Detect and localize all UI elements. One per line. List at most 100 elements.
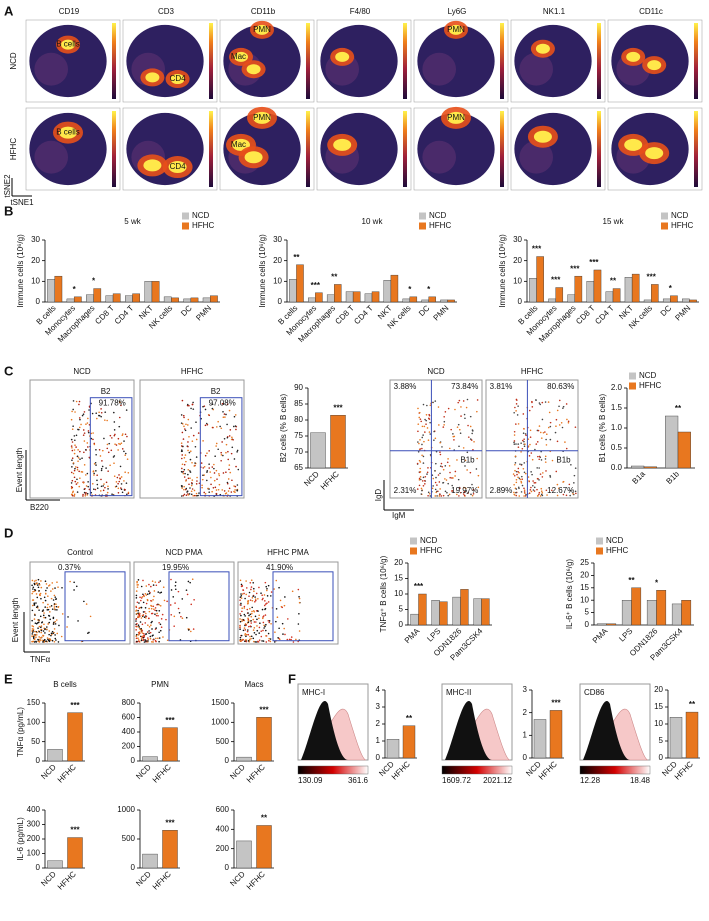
event-dot	[154, 607, 157, 609]
event-dot	[31, 592, 33, 595]
y-tick-label: 100	[27, 717, 41, 726]
panel-label: E	[4, 671, 13, 686]
event-dot	[545, 438, 547, 441]
event-dot	[142, 611, 145, 613]
bar	[643, 299, 652, 303]
tsne-hot	[626, 51, 641, 62]
event-dot	[203, 491, 206, 494]
event-dot	[203, 474, 205, 476]
event-dot	[52, 632, 55, 635]
bar	[151, 281, 160, 303]
y-tick-label: 50	[31, 737, 40, 746]
gate-percent: 0.37%	[58, 563, 81, 572]
event-dot	[451, 484, 453, 487]
event-dot	[71, 457, 74, 460]
event-dot	[183, 463, 186, 466]
event-dot	[440, 462, 443, 465]
event-dot	[523, 491, 526, 493]
event-dot	[463, 413, 466, 416]
event-dot	[31, 579, 34, 582]
event-dot	[178, 612, 181, 614]
event-dot	[160, 618, 163, 620]
event-dot	[422, 434, 424, 436]
bar	[73, 296, 82, 303]
event-dot	[538, 425, 541, 427]
event-dot	[139, 606, 141, 609]
event-dot	[220, 459, 222, 462]
event-dot	[196, 494, 198, 497]
y-tick-label: 1.5	[611, 403, 623, 412]
y-tick-label: 20	[31, 256, 40, 265]
event-dot	[106, 443, 109, 446]
event-dot	[150, 585, 152, 588]
y-axis-label: B1 cells (% B cells)	[598, 393, 607, 462]
event-dot	[519, 478, 522, 481]
bar	[421, 299, 429, 303]
event-dot	[418, 416, 421, 419]
event-dot	[243, 627, 246, 629]
x-tick-label: CD4 T	[113, 303, 136, 326]
y-tick-label: 20	[394, 558, 403, 567]
event-dot	[54, 637, 57, 640]
event-dot	[286, 638, 289, 641]
event-dot	[533, 486, 536, 489]
colorbar	[209, 111, 213, 187]
y-tick-label: 0	[659, 753, 664, 762]
event-dot	[540, 437, 543, 439]
event-dot	[88, 409, 90, 411]
colorbar	[306, 111, 310, 187]
event-dot	[137, 579, 140, 581]
event-dot	[421, 454, 423, 457]
event-dot	[538, 491, 541, 494]
event-dot	[448, 447, 451, 450]
event-dot	[74, 439, 76, 442]
event-dot	[530, 490, 533, 493]
event-dot	[572, 493, 574, 495]
event-dot	[137, 634, 140, 636]
significance: *	[92, 277, 96, 286]
event-dot	[253, 590, 255, 593]
event-dot	[103, 483, 105, 485]
event-dot	[417, 430, 419, 433]
plot-title: NCD	[427, 367, 445, 376]
cluster-label: PMN	[253, 113, 271, 122]
event-dot	[558, 424, 561, 426]
event-dot	[92, 432, 94, 434]
event-dot	[116, 476, 119, 479]
y-tick-label: 600	[216, 805, 230, 814]
bar	[162, 727, 178, 762]
event-dot	[189, 581, 191, 584]
legend-label: NCD	[429, 211, 447, 220]
bar	[47, 279, 55, 303]
bar	[364, 293, 373, 303]
event-dot	[215, 489, 218, 491]
tsne-hot	[255, 24, 269, 35]
legend-swatch	[661, 212, 668, 220]
event-dot	[522, 432, 525, 434]
y-tick-label: 0	[36, 297, 41, 306]
event-dot	[228, 468, 230, 471]
event-dot	[514, 463, 516, 466]
event-dot	[239, 626, 241, 629]
event-dot	[140, 637, 143, 640]
event-dot	[472, 493, 475, 495]
event-dot	[211, 466, 214, 468]
event-dot	[538, 455, 541, 458]
significance: **	[406, 714, 413, 723]
event-dot	[195, 438, 198, 441]
event-dot	[534, 481, 537, 484]
event-dot	[183, 457, 186, 459]
event-dot	[426, 404, 428, 407]
event-dot	[40, 631, 42, 634]
event-dot	[182, 414, 185, 417]
event-dot	[244, 632, 247, 635]
colorbar	[112, 111, 116, 187]
event-dot	[418, 479, 421, 481]
bar	[685, 711, 699, 759]
event-dot	[93, 488, 95, 490]
event-dot	[38, 590, 40, 592]
event-dot	[49, 638, 52, 640]
y-tick-label: 20	[580, 571, 589, 580]
event-dot	[203, 465, 206, 468]
event-dot	[446, 491, 448, 494]
